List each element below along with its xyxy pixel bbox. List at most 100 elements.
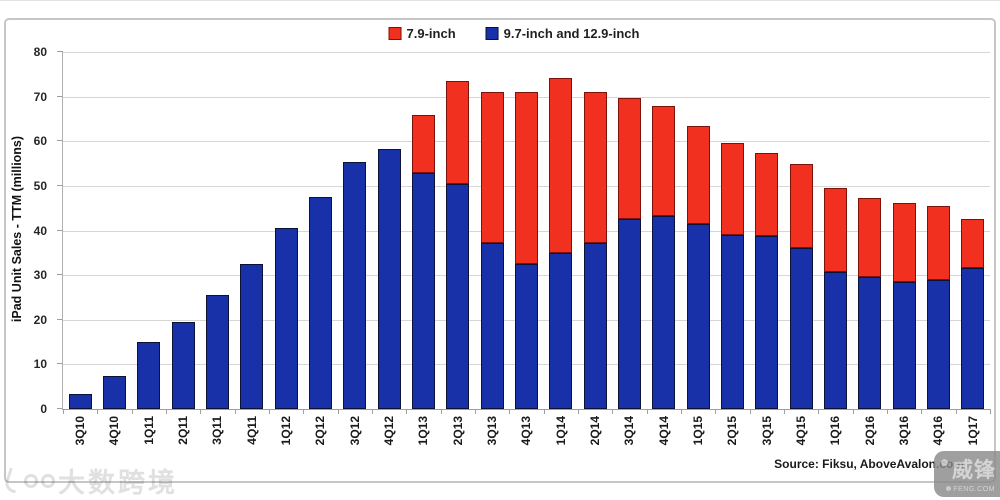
x-axis-tick [63, 409, 64, 414]
bar-segment-large [274, 228, 298, 409]
x-axis-tick [784, 409, 785, 414]
bar-group-4Q12 [372, 52, 406, 409]
bar-group-3Q10 [63, 52, 97, 409]
x-axis-tick [818, 409, 820, 414]
bar-segment-mini [892, 202, 916, 282]
x-axis-label-3Q12: 3Q12 [347, 416, 362, 446]
legend-label-large: 9.7-inch and 12.9-inch [503, 26, 640, 41]
x-axis-label-2Q12: 2Q12 [313, 416, 328, 446]
bar-segment-large [720, 235, 744, 409]
x-axis-label-3Q13: 3Q13 [485, 416, 500, 446]
stacked-bar [411, 115, 435, 409]
stacked-bar [480, 92, 504, 409]
y-axis-tick [57, 140, 63, 142]
stacked-bar [205, 295, 229, 409]
bar-group-3Q15 [750, 52, 784, 409]
x-axis-tick [578, 409, 579, 414]
x-axis-tick [440, 409, 442, 414]
bar-segment-large [514, 263, 538, 409]
legend-swatch-mini [388, 27, 402, 40]
stacked-bar [823, 187, 847, 409]
x-axis-ticks [63, 409, 991, 414]
x-axis-tick [372, 409, 373, 414]
bar-group-4Q16 [921, 52, 955, 409]
x-axis-tick [612, 409, 614, 414]
bar-group-2Q12 [303, 52, 337, 409]
stacked-bar [171, 321, 195, 409]
x-axis-tick [852, 409, 854, 414]
x-axis-label-2Q11: 2Q11 [176, 416, 191, 445]
bar-segment-mini [514, 92, 538, 264]
bar-segment-large [171, 321, 195, 409]
stacked-bar [652, 105, 676, 409]
bar-group-3Q11 [200, 52, 234, 409]
bar-group-4Q10 [97, 52, 131, 409]
x-axis-label-4Q14: 4Q14 [656, 416, 671, 446]
x-axis-tick [337, 409, 339, 414]
x-axis-tick [990, 409, 991, 414]
x-axis-tick [200, 409, 202, 414]
y-axis-ticks [57, 51, 63, 409]
bar-segment-large [446, 184, 470, 409]
bar-segment-large [686, 224, 710, 409]
bar-group-3Q13 [475, 52, 509, 409]
bar-group-2Q16 [853, 52, 887, 409]
watermark-feng-text: 威锋 [952, 459, 996, 482]
bar-group-4Q11 [235, 52, 269, 409]
x-axis-tick [921, 409, 923, 414]
bar-segment-mini [652, 105, 676, 216]
stacked-bar [343, 161, 367, 409]
stacked-bar [686, 126, 710, 409]
x-axis-label-4Q10: 4Q10 [107, 416, 122, 446]
x-axis-label-1Q12: 1Q12 [279, 416, 294, 446]
bar-segment-large [480, 243, 504, 409]
y-axis-tick [57, 318, 63, 320]
y-axis-tick [57, 363, 63, 365]
bar-group-2Q13 [441, 52, 475, 409]
stacked-bar [858, 198, 882, 409]
legend-label-mini: 7.9-inch [406, 26, 456, 41]
x-axis-label-2Q14: 2Q14 [588, 416, 603, 446]
legend-item-large: 9.7-inch and 12.9-inch [485, 26, 640, 41]
stacked-bar [720, 143, 744, 409]
bar-group-1Q13 [406, 52, 440, 409]
top-edge-line [0, 0, 1000, 1]
bar-group-1Q14 [544, 52, 578, 409]
x-axis-label-3Q11: 3Q11 [210, 416, 225, 445]
bar-segment-mini [858, 198, 882, 277]
bar-segment-large [926, 280, 950, 409]
y-axis-tick-label: 70 [33, 89, 47, 104]
x-axis-label-1Q13: 1Q13 [416, 416, 431, 446]
x-axis-tick [509, 409, 511, 414]
y-axis-tick [57, 184, 63, 186]
y-axis-tick-label: 20 [33, 312, 47, 327]
y-axis-tick [57, 95, 63, 97]
x-axis-labels: 3Q10 4Q10 1Q11 2Q11 3Q11 4Q11 1Q12 2Q12 3Q12 4Q12… [63, 416, 990, 458]
stacked-bar [137, 342, 161, 409]
bar-group-1Q15 [681, 52, 715, 409]
bar-segment-mini [617, 97, 641, 220]
bar-segment-large [137, 342, 161, 409]
bar-segment-large [308, 196, 332, 409]
bar-group-2Q14 [578, 52, 612, 409]
stacked-bar [617, 97, 641, 409]
bar-segment-mini [446, 81, 470, 185]
legend-item-mini: 7.9-inch [388, 26, 456, 41]
y-axis-tick-label: 10 [33, 357, 47, 372]
x-axis-label-2Q13: 2Q13 [450, 416, 465, 446]
x-axis-label-3Q16: 3Q16 [897, 416, 912, 446]
stacked-bar [549, 77, 573, 409]
x-axis-label-4Q12: 4Q12 [382, 416, 397, 446]
bar-segment-large [858, 276, 882, 409]
bar-segment-mini [549, 77, 573, 254]
y-axis-tick-label: 0 [40, 402, 47, 416]
stacked-bar [68, 394, 92, 409]
bar-segment-large [68, 394, 92, 409]
legend-swatch-large [485, 27, 499, 40]
bar-group-4Q14 [647, 52, 681, 409]
y-axis-tick-label: 30 [33, 268, 47, 283]
x-axis-tick [475, 409, 476, 414]
y-axis-tick [57, 408, 63, 409]
x-axis-tick [269, 409, 270, 414]
